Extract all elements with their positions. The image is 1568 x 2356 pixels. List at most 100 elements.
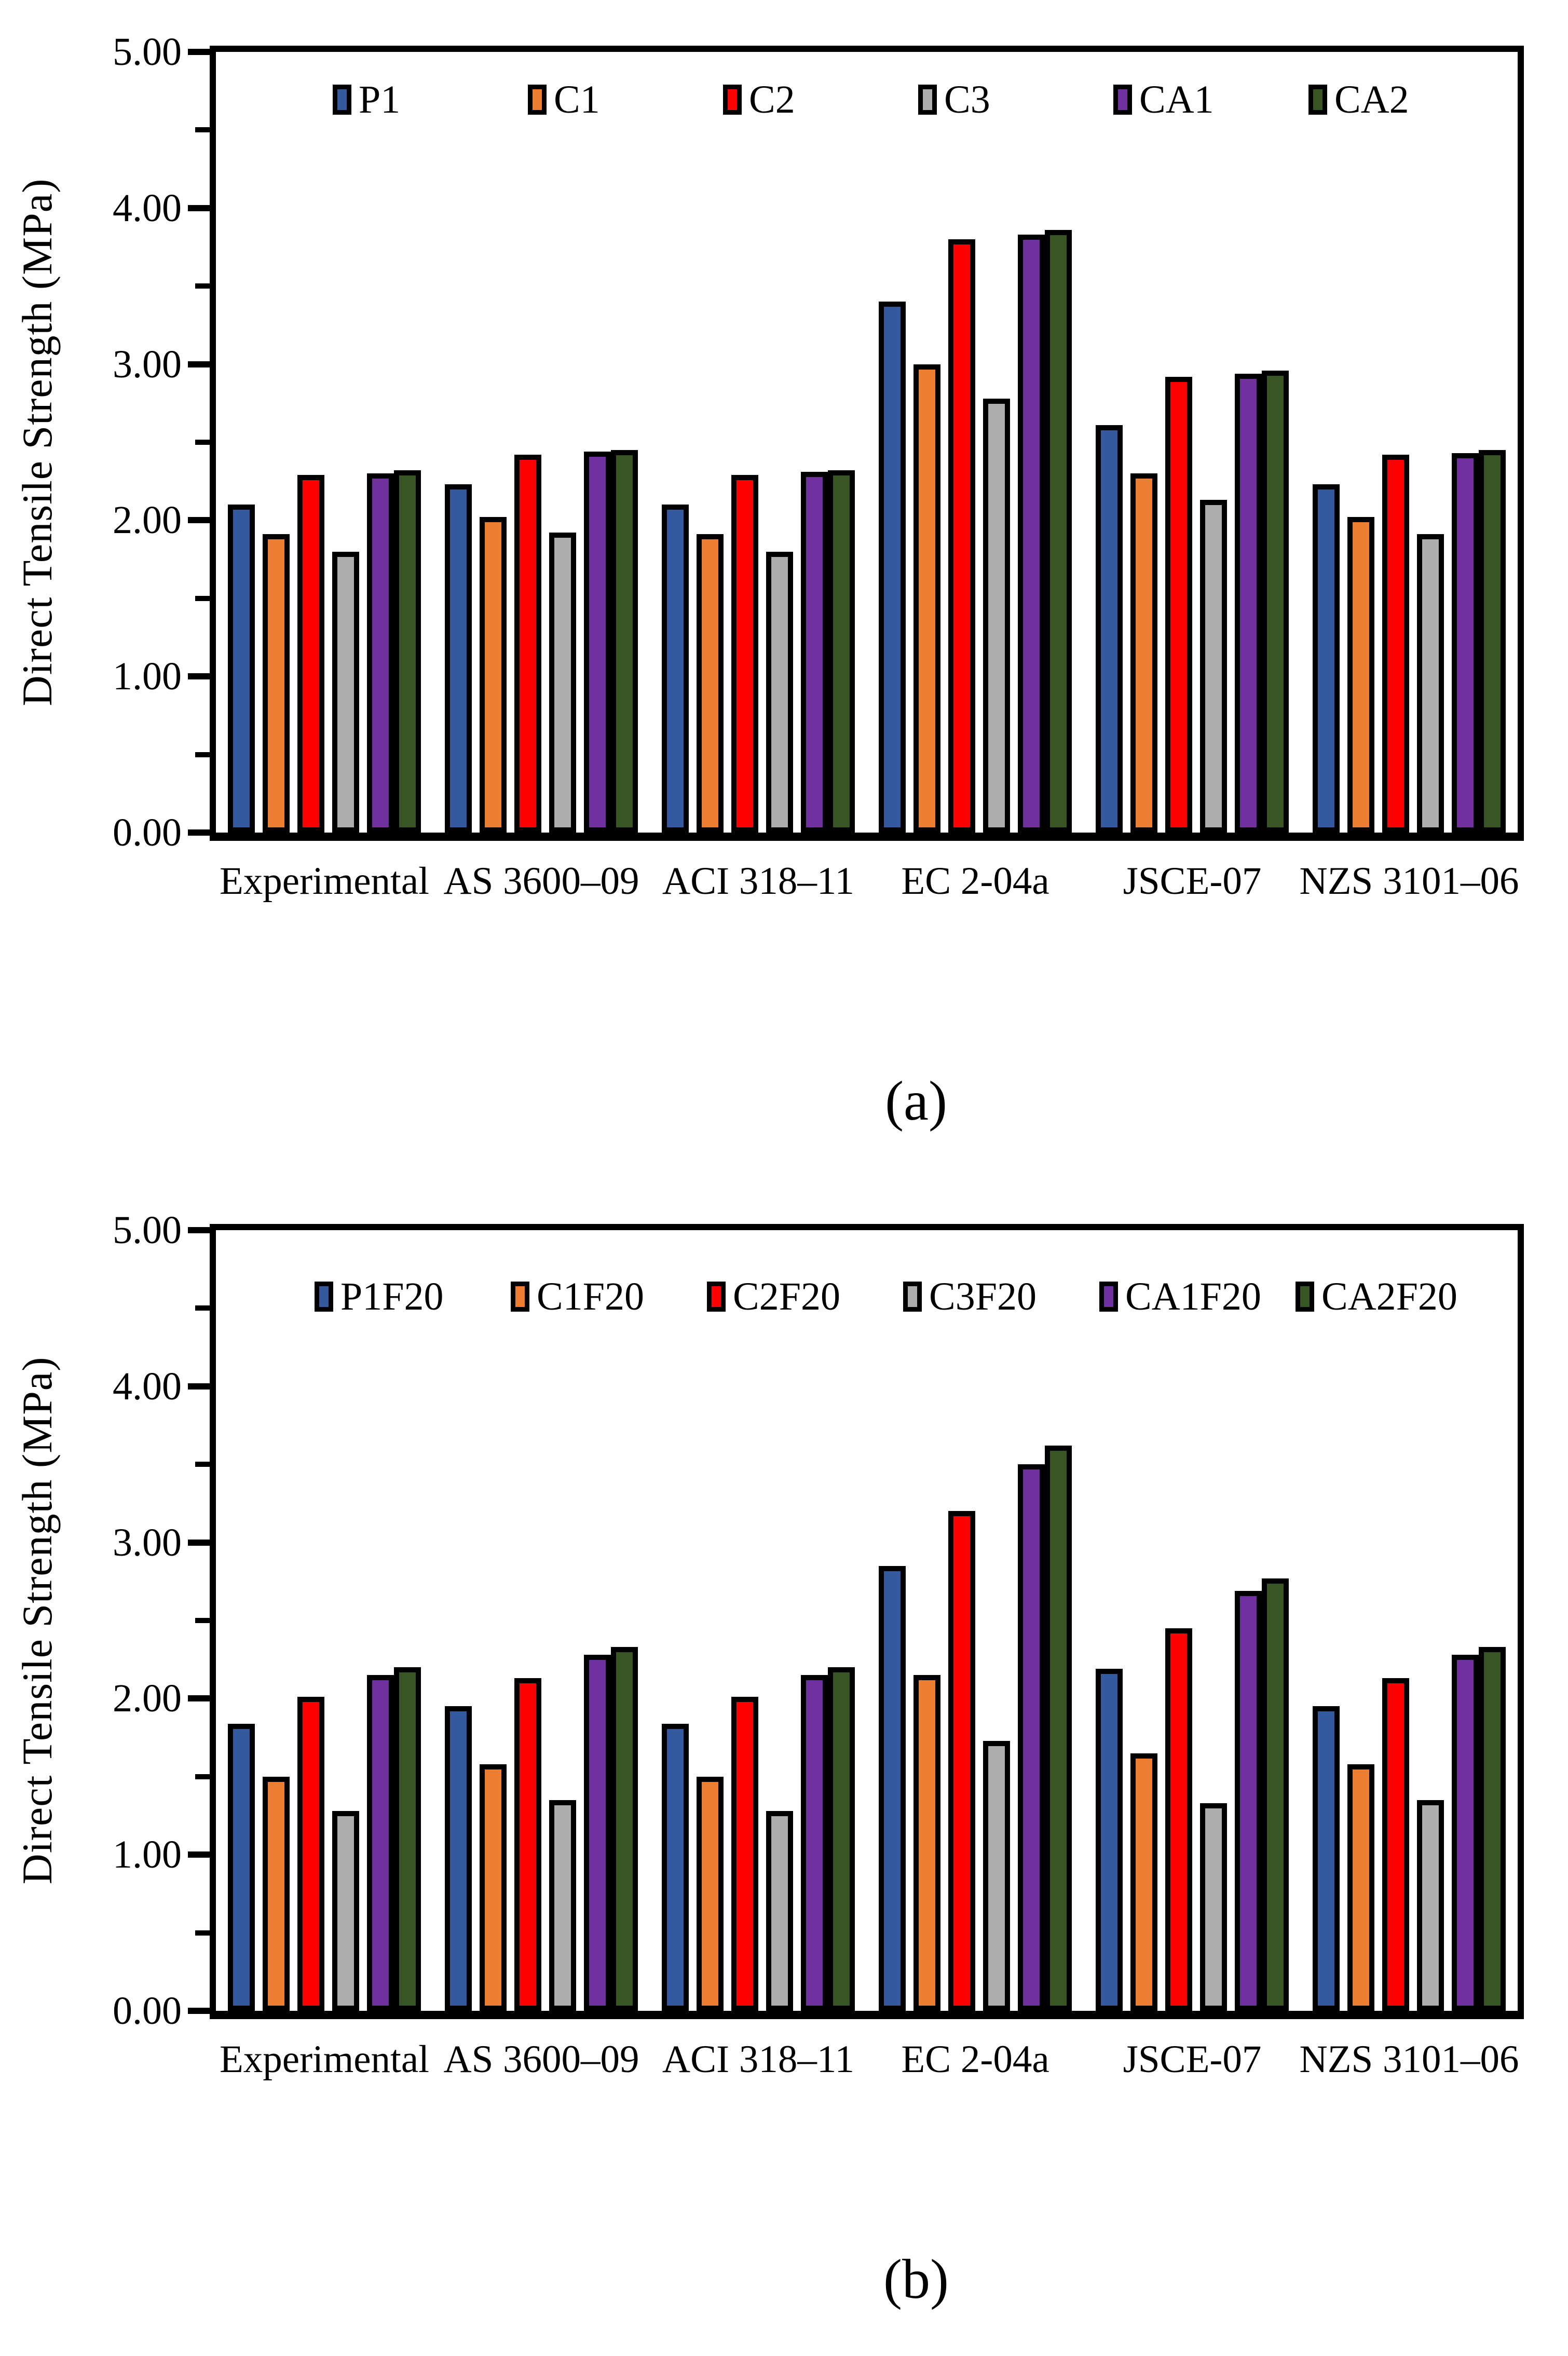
bar-C1F20-EC-2-04a [913, 1675, 940, 2011]
legend-label-P1: P1 [359, 78, 401, 121]
y-major-tick [188, 517, 210, 524]
x-category-label-ACI-318–11: ACI 318–11 [662, 860, 855, 903]
legend-swatch-CA2F20 [1296, 1282, 1314, 1312]
x-category-label-NZS-3101–06: NZS 3101–06 [1299, 860, 1519, 903]
bar-C3F20-JSCE-07 [1200, 1803, 1227, 2011]
y-tick-label-1.00: 1.00 [113, 655, 182, 699]
legend-swatch-CA2 [1308, 85, 1327, 115]
bar-C2F20-Experimental [297, 1697, 324, 2011]
bar-C3F20-Experimental [332, 1811, 359, 2011]
bar-P1-Experimental [228, 505, 255, 833]
bar-C1F20-AS-3600–09 [480, 1764, 507, 2011]
legend-item-C2: C2 [723, 80, 795, 119]
chart-panel-a: Direct Tensile Strength (MPa) 0.00 1.00 2.… [13, 30, 1524, 1132]
bar-CA2-ACI-318–11 [828, 470, 855, 833]
bar-C2F20-EC-2-04a [948, 1511, 975, 2011]
bar-C1-Experimental [263, 534, 290, 833]
legend-item-C3: C3 [918, 78, 990, 121]
plot-area [210, 1224, 1524, 2019]
legend-swatch-C2F20 [707, 1282, 726, 1312]
bar-P1-ACI-318–11 [662, 505, 689, 833]
y-tick-label-3.00: 3.00 [113, 1520, 182, 1564]
legend-label-C3: C3 [944, 78, 990, 121]
bar-P1-JSCE-07 [1096, 425, 1123, 833]
legend-swatch-P1 [333, 85, 351, 115]
legend-item-CA1: CA1 [1113, 80, 1214, 119]
legend-label-CA2: CA2 [1334, 78, 1409, 121]
y-minor-tick [195, 752, 210, 757]
bar-C2-EC-2-04a [948, 239, 975, 833]
legend-item-CA1F20: CA1F20 [1099, 1275, 1261, 1318]
bar-C1F20-Experimental [263, 1777, 290, 2011]
bar-CA1-Experimental [367, 473, 394, 833]
bar-C1-ACI-318–11 [697, 534, 724, 833]
y-minor-tick [195, 283, 210, 289]
bar-CA1-EC-2-04a [1018, 235, 1045, 833]
x-category-label-AS-3600–09: AS 3600–09 [443, 860, 639, 903]
bar-C3F20-AS-3600–09 [549, 1800, 576, 2011]
legend-item-P1F20: P1F20 [315, 1277, 444, 1316]
bar-CA2-Experimental [394, 470, 421, 833]
bar-CA2F20-JSCE-07 [1262, 1578, 1289, 2011]
y-major-tick [188, 361, 210, 367]
x-category-label-JSCE-07: JSCE-07 [1123, 2038, 1262, 2081]
y-minor-tick [195, 1774, 210, 1779]
x-category-label-EC-2-04a: EC 2-04a [901, 860, 1049, 903]
bar-C1-JSCE-07 [1130, 473, 1157, 833]
y-major-tick [188, 829, 210, 836]
y-tick-label-2.00: 2.00 [113, 1677, 182, 1721]
bar-P1F20-EC-2-04a [879, 1566, 906, 2011]
legend-item-CA2: CA2 [1308, 78, 1409, 121]
bar-C3-NZS-3101–06 [1417, 534, 1444, 833]
bar-C3F20-NZS-3101–06 [1417, 1800, 1444, 2011]
bar-P1F20-Experimental [228, 1724, 255, 2011]
legend-item-C2F20: C2F20 [707, 1277, 840, 1316]
y-tick-label-0.00: 0.00 [113, 811, 182, 854]
y-major-tick [188, 1539, 210, 1546]
bar-C3-Experimental [332, 552, 359, 833]
x-category-label-JSCE-07: JSCE-07 [1123, 860, 1262, 903]
y-axis-title: Direct Tensile Strength (MPa) [13, 1356, 61, 1885]
x-category-label-EC-2-04a: EC 2-04a [901, 2038, 1049, 2081]
plot-area [210, 46, 1524, 841]
legend-label-C3F20: C3F20 [929, 1275, 1037, 1318]
bar-C2-ACI-318–11 [731, 475, 758, 833]
y-minor-tick [195, 1305, 210, 1311]
legend-swatch-C1 [528, 85, 547, 115]
bar-C1-NZS-3101–06 [1347, 517, 1374, 833]
bar-C1-EC-2-04a [913, 364, 940, 833]
y-axis-title: Direct Tensile Strength (MPa) [13, 178, 61, 706]
bar-C2-JSCE-07 [1165, 377, 1192, 833]
legend-label-CA2F20: CA2F20 [1321, 1275, 1457, 1318]
legend-label-C1F20: C1F20 [537, 1275, 644, 1318]
subfigure-caption-b: (b) [883, 2249, 949, 2310]
bar-CA2F20-EC-2-04a [1045, 1446, 1072, 2011]
bar-C3F20-ACI-318–11 [766, 1811, 793, 2011]
bar-C1F20-NZS-3101–06 [1347, 1764, 1374, 2011]
bar-C2F20-JSCE-07 [1165, 1628, 1192, 2011]
bar-C3F20-EC-2-04a [983, 1741, 1010, 2011]
y-tick-label-3.00: 3.00 [113, 342, 182, 386]
y-minor-tick [195, 440, 210, 445]
bar-CA1-JSCE-07 [1235, 374, 1262, 833]
bar-CA1-NZS-3101–06 [1452, 453, 1479, 833]
bar-CA2F20-NZS-3101–06 [1479, 1647, 1506, 2011]
y-minor-tick [195, 595, 210, 601]
bar-CA2-AS-3600–09 [611, 450, 638, 833]
y-major-tick [188, 1227, 210, 1233]
chart-panel-b: Direct Tensile Strength (MPa) 0.00 1.00 2.… [0, 1178, 1568, 2356]
bar-C3-JSCE-07 [1200, 500, 1227, 833]
y-tick-label-0.00: 0.00 [113, 1989, 182, 2033]
legend-label-CA1F20: CA1F20 [1125, 1275, 1261, 1318]
legend-swatch-C3F20 [903, 1282, 922, 1312]
y-tick-label-5.00: 5.00 [113, 30, 182, 74]
bar-CA2F20-Experimental [394, 1667, 421, 2011]
legend-item-C1F20: C1F20 [511, 1275, 644, 1318]
bar-P1F20-NZS-3101–06 [1313, 1706, 1340, 2011]
legend-swatch-C3 [918, 85, 937, 115]
legend-swatch-CA1 [1113, 85, 1132, 115]
y-major-tick [188, 205, 210, 211]
bar-CA1F20-AS-3600–09 [584, 1655, 611, 2011]
bar-P1-EC-2-04a [879, 302, 906, 833]
legend-item-C1: C1 [528, 80, 600, 119]
